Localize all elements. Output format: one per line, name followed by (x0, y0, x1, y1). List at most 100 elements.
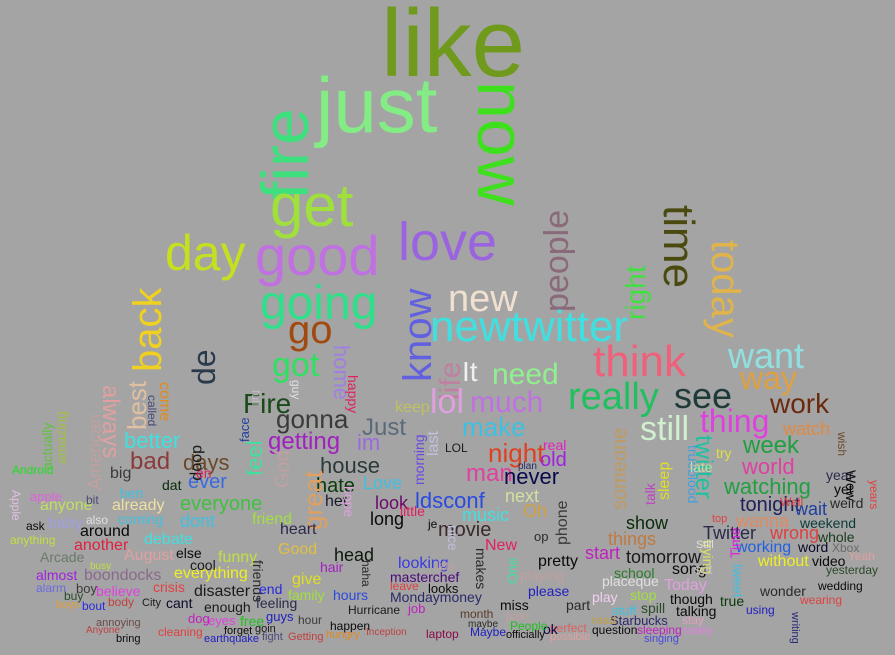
cloud-word-everything: everything (174, 565, 248, 582)
cloud-word-job: job (408, 601, 426, 616)
cloud-word-way: way (740, 360, 797, 396)
cloud-word-someone: someone (609, 427, 631, 510)
cloud-word-ok: ok (543, 621, 558, 637)
cloud-word-new-cap: New (485, 537, 518, 554)
cloud-word-give: give (292, 571, 322, 588)
cloud-word-makes: makes (473, 548, 489, 590)
cloud-word-guys: guys (266, 609, 294, 624)
cloud-word-inception: Inception (366, 627, 407, 638)
cloud-word-years: years (867, 480, 881, 510)
cloud-word-wearing: wearing (800, 593, 843, 607)
cloud-word-totally: totally (684, 625, 713, 637)
cloud-word-xbox: Xbox (832, 541, 860, 555)
cloud-word-still-cap: Still (696, 539, 714, 551)
cloud-word-wow: Wow (843, 470, 859, 501)
cloud-word-apple-cap: Apple (9, 490, 23, 521)
cloud-word-today: today (703, 240, 747, 338)
cloud-word-gonna: gonna (276, 404, 349, 434)
cloud-word-sleep: sleep (656, 461, 673, 500)
cloud-word-without: without (758, 553, 809, 570)
cloud-word-try: try (716, 445, 732, 461)
cloud-word-boondocks: boondocks (84, 567, 162, 584)
cloud-word-morning: morning (411, 434, 427, 485)
cloud-word-need: need (492, 358, 559, 391)
cloud-word-hungry: hungry (326, 629, 360, 641)
cloud-word-baby: baby (48, 515, 83, 532)
cloud-word-wanna: wanna (736, 511, 790, 531)
cloud-word-called: called (145, 395, 159, 427)
cloud-word-well: Well (780, 495, 804, 509)
cloud-word-laptop: laptop (426, 627, 459, 641)
cloud-word-cleaning: cleaning (158, 625, 203, 639)
cloud-word-miss: miss (500, 597, 529, 613)
cloud-word-last: last (425, 431, 442, 456)
cloud-word-top: top (712, 513, 728, 525)
cloud-word-else: else (176, 545, 202, 561)
cloud-word-just: just (316, 61, 438, 149)
cloud-word-possible: possible (550, 631, 591, 643)
cloud-word-happy: happy (345, 375, 361, 414)
cloud-word-placeque: placeque (602, 573, 659, 589)
cloud-word-music: music (462, 505, 510, 525)
cloud-word-anyone-cap: Anyone (86, 625, 120, 636)
cloud-word-oh: Oh (523, 501, 548, 521)
cloud-word-de: de (186, 349, 222, 385)
cloud-word-also: also (86, 513, 109, 527)
cloud-word-yet: yet (834, 481, 853, 497)
cloud-word-man: man (466, 460, 513, 487)
cloud-word-het: het (325, 493, 348, 510)
cloud-word-heart: heart (280, 521, 317, 538)
cloud-word-lol-cap: LOL (445, 441, 468, 455)
cloud-word-look: look (375, 493, 409, 513)
cloud-word-see: see (674, 375, 733, 416)
cloud-word-watching: watching (724, 474, 811, 499)
cloud-word-goin: goin (255, 623, 276, 635)
cloud-word-house: house (320, 453, 380, 478)
cloud-word-maybe-cap: Maybe (470, 625, 507, 639)
cloud-word-tomorrow: tomorrow (626, 547, 702, 567)
cloud-word-watch: watch (783, 419, 831, 439)
cloud-word-better: better (124, 428, 181, 453)
cloud-word-cant: cant (166, 595, 193, 611)
cloud-word-everyone: everyone (180, 493, 263, 515)
cloud-word-love-cap: Love (363, 473, 403, 493)
cloud-word-phone: phone (554, 500, 571, 546)
cloud-word-believe: believe (96, 583, 141, 599)
cloud-word-hair: hair (320, 559, 344, 575)
cloud-word-boy: boy (76, 581, 97, 596)
cloud-word-head: head (334, 545, 375, 565)
cloud-word-time: time (654, 205, 703, 289)
cloud-word-though: though (670, 591, 713, 607)
cloud-word-pain: pain (506, 609, 529, 623)
cloud-word-face: face (237, 417, 252, 442)
cloud-word-today-cap: Today (664, 577, 707, 594)
cloud-word-wish: wish (835, 432, 849, 457)
cloud-word-free: free (240, 613, 265, 629)
cloud-word-weekend: weekend (800, 515, 857, 531)
cloud-word-old: old (540, 449, 567, 471)
cloud-word-feel: feel (242, 440, 267, 476)
cloud-word-eyes: eyes (208, 613, 236, 628)
cloud-word-dont: dont (180, 511, 216, 531)
cloud-word-american: American (85, 413, 105, 490)
cloud-word-spill: spill (641, 600, 666, 616)
cloud-word-boys: boys (56, 599, 80, 611)
cloud-word-hour: hour (298, 613, 323, 627)
cloud-word-leave: leave (390, 579, 419, 593)
cloud-word-full: full (249, 390, 263, 406)
cloud-word-week: week (743, 432, 800, 459)
cloud-word-time-cap: Time (727, 527, 743, 558)
cloud-word-yeah: Yeah (848, 549, 875, 563)
cloud-word-song: song (672, 561, 707, 578)
cloud-word-keep: keep (395, 399, 430, 416)
cloud-word-je: je (428, 517, 438, 531)
cloud-word-alarm: alarm (36, 581, 67, 595)
cloud-word-love: love (398, 212, 498, 272)
cloud-word-happen: happen (330, 619, 371, 633)
cloud-word-nice: nice (445, 525, 461, 551)
cloud-word-days: days (183, 450, 230, 475)
cloud-word-bring: bring (116, 633, 141, 645)
cloud-word-mondaymoney: Mondaymoney (390, 589, 482, 605)
cloud-word-family: family (288, 587, 325, 603)
